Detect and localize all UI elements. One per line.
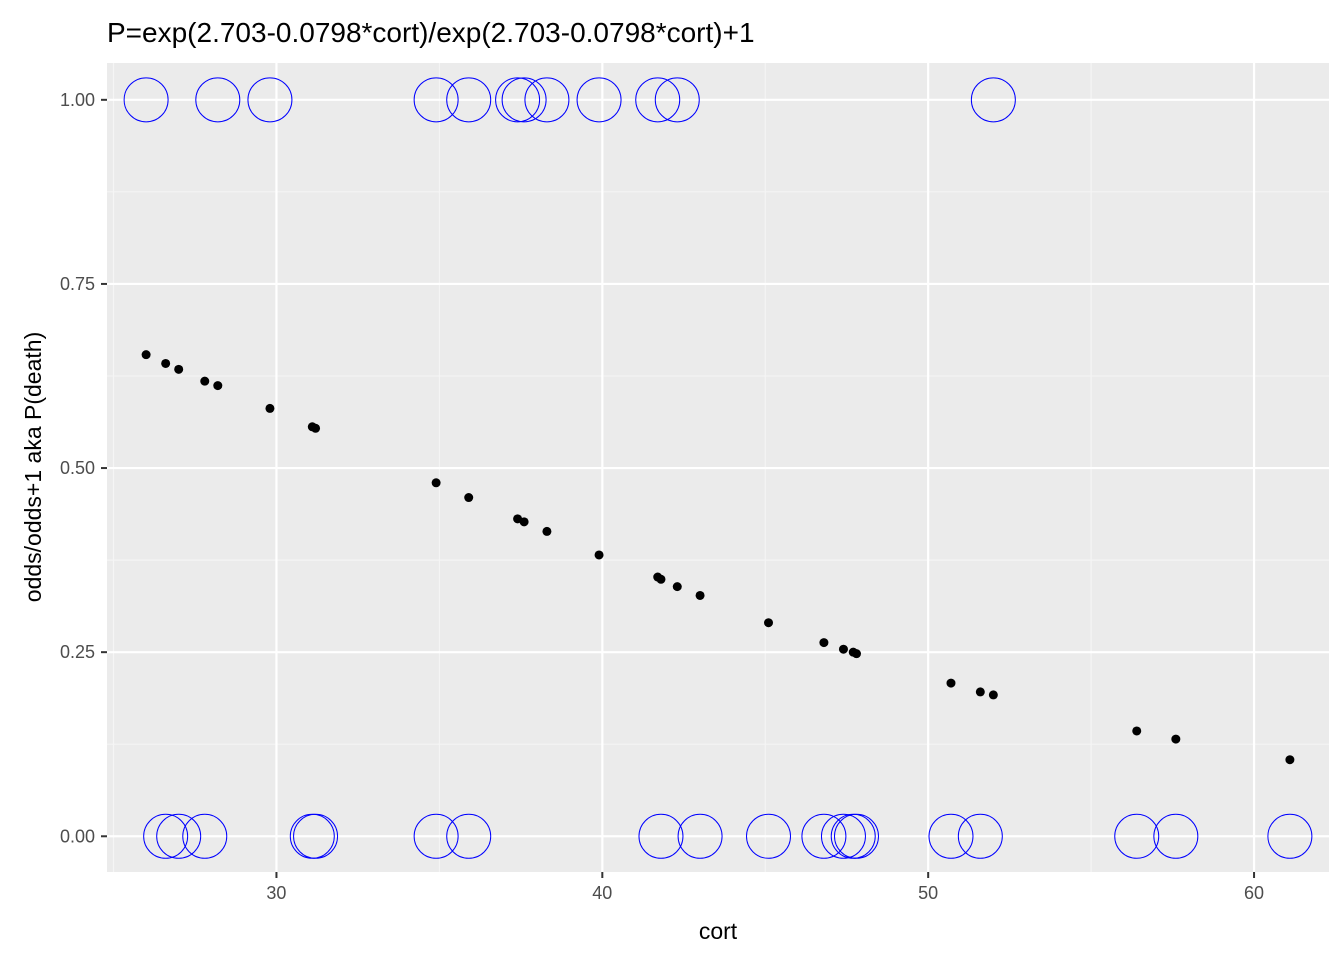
observed-outcome-point [195, 77, 241, 123]
observed-outcome-point [1153, 813, 1199, 859]
observed-outcome-point [1267, 813, 1313, 859]
fitted-probability-point [695, 590, 705, 600]
fitted-probability-point [975, 687, 985, 697]
fitted-probability-point [174, 364, 184, 374]
observed-outcome-point [1114, 813, 1160, 859]
axes: 30 40 50 60 0.00 0.25 0.50 0.75 1.00 [60, 90, 1264, 903]
observed-outcome-point [413, 77, 459, 123]
fitted-probability-point [672, 582, 682, 592]
observed-outcome-point [833, 813, 879, 859]
data-points [123, 77, 1313, 859]
observed-outcome-point [970, 77, 1016, 123]
fitted-probability-point [542, 526, 552, 536]
observed-outcome-point [123, 77, 169, 123]
observed-outcome-point [495, 77, 541, 123]
y-axis-title: odds/odds+1 aka P(death) [20, 332, 46, 602]
y-tick-label: 0.75 [60, 274, 95, 294]
fitted-probability-point [1132, 726, 1142, 736]
fitted-probability-point [656, 574, 666, 584]
observed-outcome-point [654, 77, 700, 123]
grid-lines [107, 63, 1329, 872]
fitted-probability-point [764, 618, 774, 628]
observed-outcome-point [156, 813, 202, 859]
observed-outcome-point [576, 77, 622, 123]
fitted-probability-point [988, 690, 998, 700]
observed-outcome-point [446, 77, 492, 123]
observed-outcome-point [182, 813, 228, 859]
x-tick-label: 50 [918, 883, 938, 903]
x-tick-label: 60 [1244, 883, 1264, 903]
fitted-probability-point [265, 403, 275, 413]
fitted-probability-point [1285, 755, 1295, 765]
fitted-probability-point [851, 649, 861, 659]
y-tick-label: 0.50 [60, 458, 95, 478]
observed-outcome-point [638, 813, 684, 859]
observed-outcome-point [801, 813, 847, 859]
observed-outcome-point [413, 813, 459, 859]
fitted-probability-point [519, 517, 529, 527]
fitted-probability-point [464, 493, 474, 503]
fitted-probability-point [594, 550, 604, 560]
observed-outcome-point [677, 813, 723, 859]
x-tick-label: 40 [592, 883, 612, 903]
observed-outcome-point [820, 813, 866, 859]
observed-outcome-point [501, 77, 547, 123]
fitted-probability-point [311, 423, 321, 433]
observed-outcome-point [746, 813, 792, 859]
observed-outcome-point [446, 813, 492, 859]
chart-title: P=exp(2.703-0.0798*cort)/exp(2.703-0.079… [107, 17, 755, 48]
observed-outcome-point [524, 77, 570, 123]
y-tick-label: 1.00 [60, 90, 95, 110]
observed-outcome-point [635, 77, 681, 123]
y-tick-label: 0.25 [60, 642, 95, 662]
fitted-probability-point [141, 350, 151, 360]
x-axis-title: cort [699, 918, 738, 944]
fitted-probability-point [819, 638, 829, 648]
fitted-probability-point [161, 358, 171, 368]
observed-outcome-point [143, 813, 189, 859]
x-tick-label: 30 [266, 883, 286, 903]
fitted-probability-point [1171, 734, 1181, 744]
observed-outcome-point [293, 813, 339, 859]
observed-outcome-point [247, 77, 293, 123]
observed-outcome-point [928, 813, 974, 859]
y-tick-label: 0.00 [60, 826, 95, 846]
fitted-probability-point [431, 478, 441, 488]
observed-outcome-point [957, 813, 1003, 859]
fitted-probability-point [200, 376, 210, 386]
fitted-probability-point [213, 381, 223, 391]
fitted-probability-point [946, 678, 956, 688]
fitted-probability-point [838, 644, 848, 654]
